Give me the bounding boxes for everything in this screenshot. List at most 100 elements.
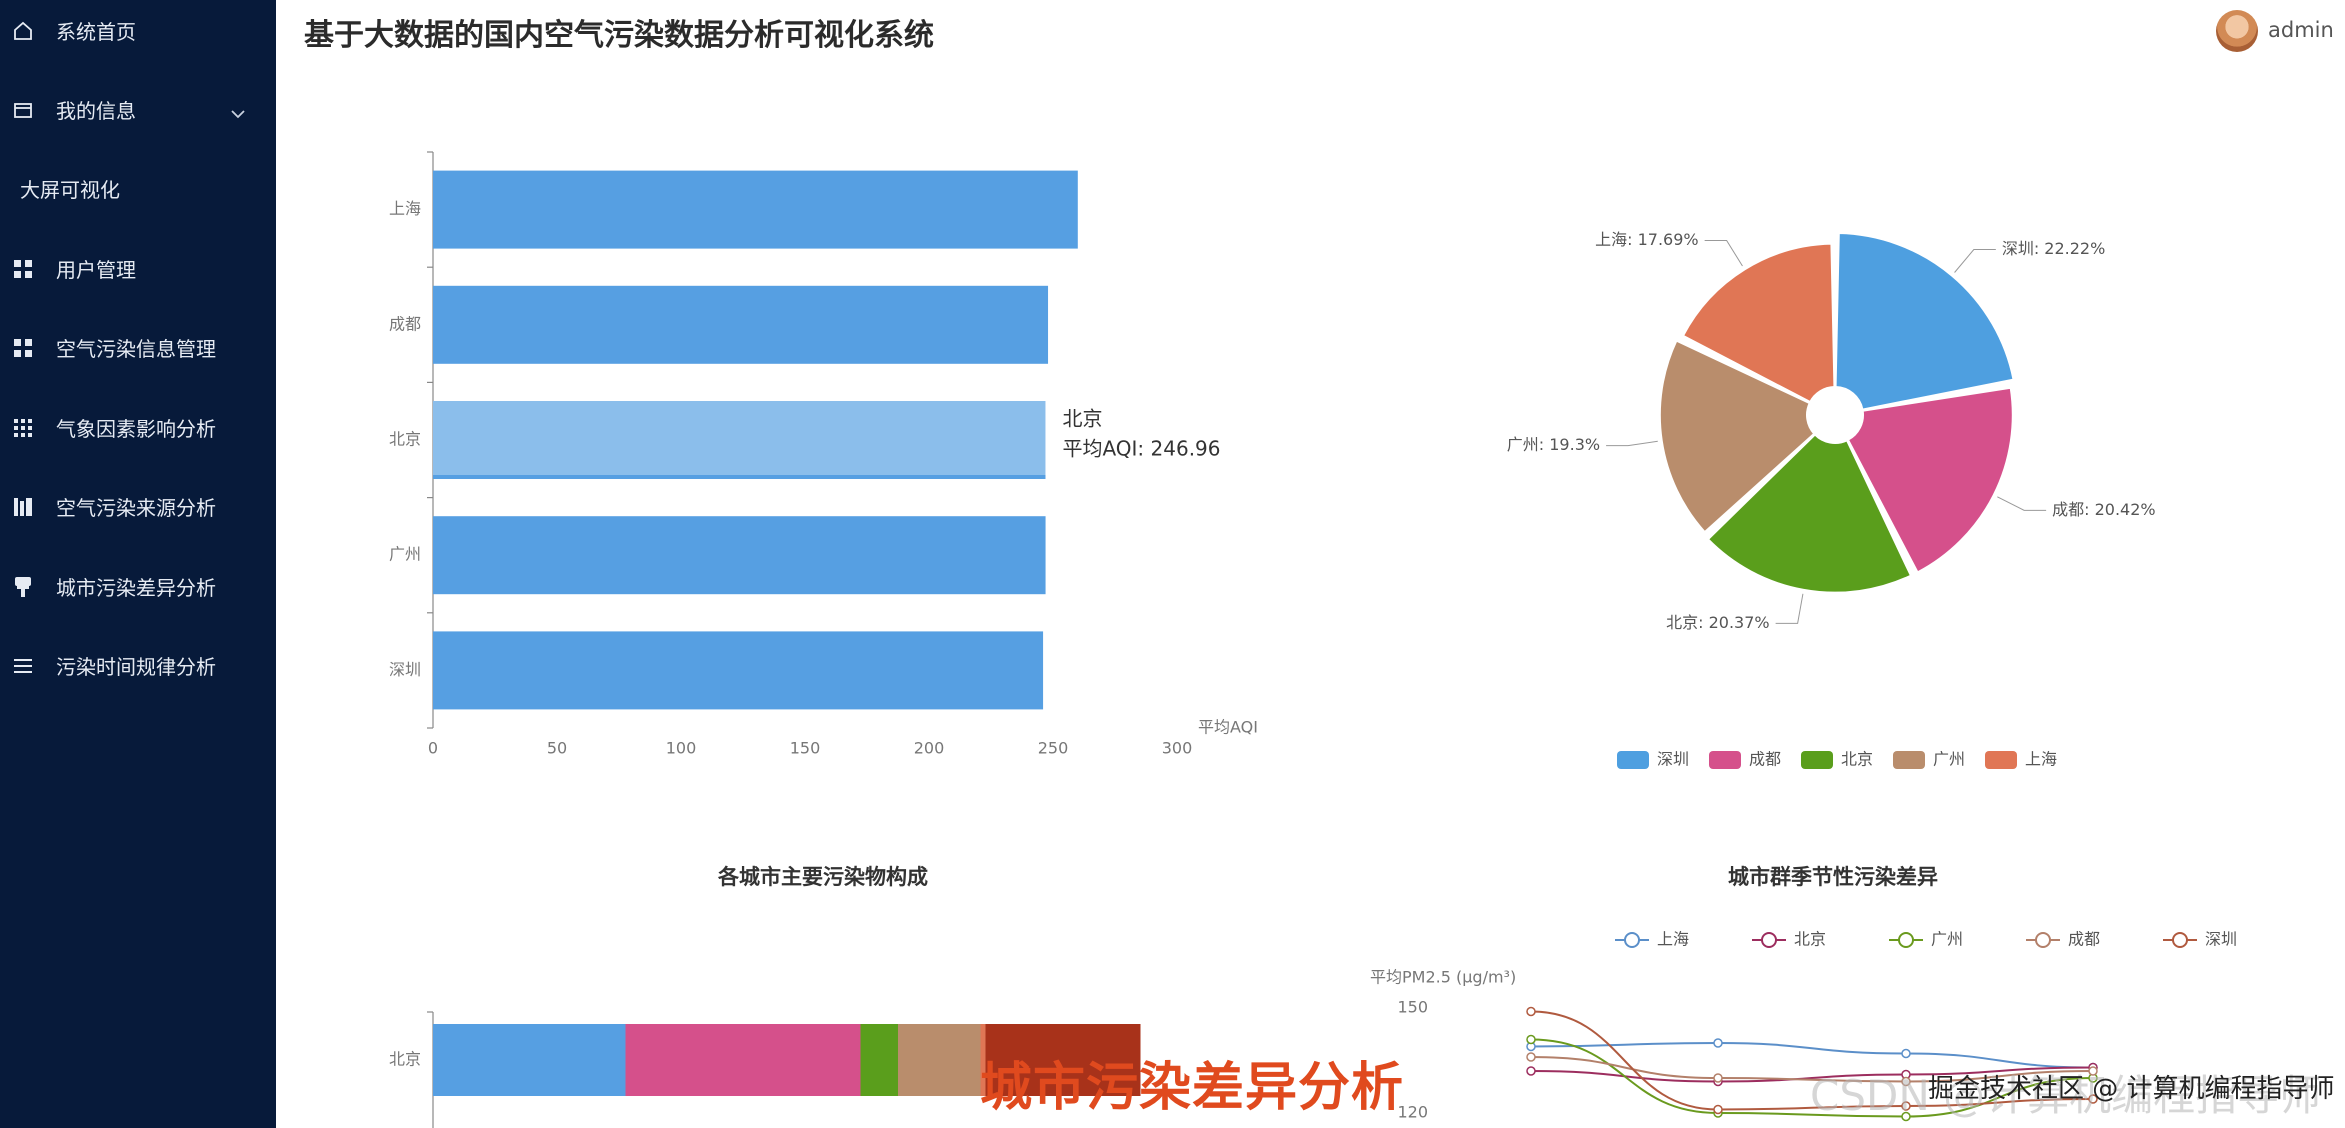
y-tick-label: 成都: [389, 314, 421, 333]
legend-label: 上海: [1657, 930, 1689, 949]
header: 基于大数据的国内空气污染数据分析可视化系统 admin: [276, 0, 2345, 62]
tooltip-title: 北京: [1062, 407, 1102, 431]
sidebar-item-label: 空气污染信息管理: [56, 337, 216, 361]
legend-label: 北京: [1841, 750, 1873, 769]
x-tick-label: 0: [428, 739, 438, 758]
series-line: [1530, 1056, 2094, 1083]
avatar[interactable]: [2216, 10, 2258, 52]
pie-label: 广州: 19.3%: [1507, 435, 1600, 454]
x-tick-label: 100: [666, 739, 697, 758]
x-tick-label: 300: [1162, 739, 1193, 758]
legend-marker: [2172, 932, 2188, 948]
series-point: [1526, 1066, 1536, 1076]
stacked-bar-segment: [980, 1024, 986, 1096]
sidebar-item-my-info[interactable]: 我的信息: [0, 70, 276, 149]
legend-label: 广州: [1933, 750, 1965, 769]
series-point: [1901, 1101, 1911, 1111]
series-point: [1526, 1034, 1536, 1045]
y-tick-label: 广州: [389, 545, 421, 564]
series-point: [2088, 1094, 2098, 1104]
stacked-bar-segment: [433, 1024, 626, 1096]
series-point: [1901, 1076, 1911, 1087]
sidebar-item-weather-analysis[interactable]: 气象因素影响分析: [0, 388, 276, 467]
sidebar-item-big-screen[interactable]: 大屏可视化: [0, 149, 276, 228]
sidebar-item-city-difference[interactable]: 城市污染差异分析: [0, 547, 276, 626]
pie-slice: [1658, 339, 1816, 534]
pie-label: 成都: 20.42%: [2052, 500, 2156, 519]
x-tick-label: 150: [790, 739, 821, 758]
sidebar-item-source-analysis[interactable]: 空气污染来源分析: [0, 467, 276, 546]
y-axis-label: 平均PM2.5 (μg/m³): [1370, 968, 1516, 987]
pie-slice: [1681, 242, 1836, 404]
sidebar-item-label: 气象因素影响分析: [56, 417, 216, 441]
bar: [433, 285, 1049, 364]
legend-marker: [1761, 932, 1777, 948]
bar: [433, 631, 1044, 710]
overlay-title-watermark: 城市污染差异分析: [980, 1058, 1405, 1118]
legend-swatch: [1709, 751, 1741, 769]
sidebar-item-label: 我的信息: [56, 99, 136, 123]
chevron-down-icon[interactable]: [230, 100, 246, 124]
stacked-bar-segment: [625, 1024, 861, 1096]
stacked-bar-segment: [898, 1024, 981, 1096]
stamp-icon: [12, 576, 34, 598]
pie-label-line: [1606, 440, 1658, 447]
legend-label: 深圳: [1657, 750, 1689, 769]
pie-label-line: [1997, 496, 2047, 511]
legend-label: 上海: [2025, 750, 2057, 769]
page-title: 基于大数据的国内空气污染数据分析可视化系统: [304, 18, 934, 53]
legend-label: 深圳: [2205, 930, 2237, 949]
series-point: [1901, 1111, 1911, 1122]
series-line: [1530, 1041, 2094, 1069]
bar: [433, 401, 1046, 479]
pie-slice: [1706, 433, 1912, 594]
series-line: [1530, 1010, 2094, 1111]
sidebar-item-label: 城市污染差异分析: [56, 576, 216, 600]
pie-label-line: [1775, 593, 1804, 624]
series-line: [1530, 1066, 2094, 1083]
grid-icon: [12, 258, 34, 280]
sidebar-item-user-management[interactable]: 用户管理: [0, 229, 276, 308]
chart-title: 城市群季节性污染差异: [1728, 865, 1938, 889]
grid-icon: [12, 337, 34, 359]
sidebar-item-label: 空气污染来源分析: [56, 496, 216, 520]
pie-label: 深圳: 22.22%: [2002, 239, 2106, 258]
x-axis-label: 平均AQI: [1198, 718, 1258, 737]
legend-swatch: [1801, 751, 1833, 769]
y-tick-label: 120: [1397, 1103, 1428, 1122]
legend-marker: [1898, 932, 1914, 948]
sidebar-item-home[interactable]: 系统首页: [0, 0, 276, 70]
apps-icon: [12, 417, 34, 439]
series-point: [1713, 1038, 1723, 1048]
csdn-watermark: CSDN @计算机编程指导师: [1810, 1071, 2322, 1120]
sidebar: 系统首页 我的信息 大屏可视化 用户管理 空气污染信息管理 气象因素影响分析: [0, 0, 276, 1128]
user-name[interactable]: admin: [2268, 18, 2334, 42]
pie-slice: [1847, 386, 2014, 574]
x-tick-label: 50: [547, 739, 567, 758]
tooltip-value: 平均AQI: 246.96: [1062, 437, 1220, 461]
sidebar-item-time-pattern[interactable]: 污染时间规律分析: [0, 626, 276, 705]
sidebar-item-label: 大屏可视化: [20, 178, 120, 202]
stacked-bar-segment: [985, 1024, 1141, 1096]
legend-marker: [1624, 932, 1640, 948]
x-tick-label: 250: [1038, 739, 1069, 758]
series-point: [1901, 1048, 1911, 1059]
series-line: [1530, 1038, 2094, 1118]
sidebar-item-pollution-info[interactable]: 空气污染信息管理: [0, 308, 276, 387]
card-icon: [12, 99, 34, 121]
y-tick-label: 上海: [389, 199, 421, 218]
legend-label: 广州: [1931, 930, 1963, 949]
home-icon: [12, 20, 34, 42]
series-point: [1526, 1052, 1536, 1062]
list-icon: [12, 655, 34, 677]
y-tick-label: 北京: [389, 1050, 421, 1069]
legend-label: 成都: [1749, 750, 1781, 769]
pie-slice: [1834, 232, 2015, 411]
series-point: [1526, 1006, 1536, 1017]
legend-swatch: [1617, 751, 1649, 769]
legend-label: 成都: [2068, 930, 2100, 949]
series-point: [2088, 1066, 2098, 1076]
x-tick-label: 200: [914, 739, 945, 758]
legend-label: 北京: [1794, 930, 1826, 949]
